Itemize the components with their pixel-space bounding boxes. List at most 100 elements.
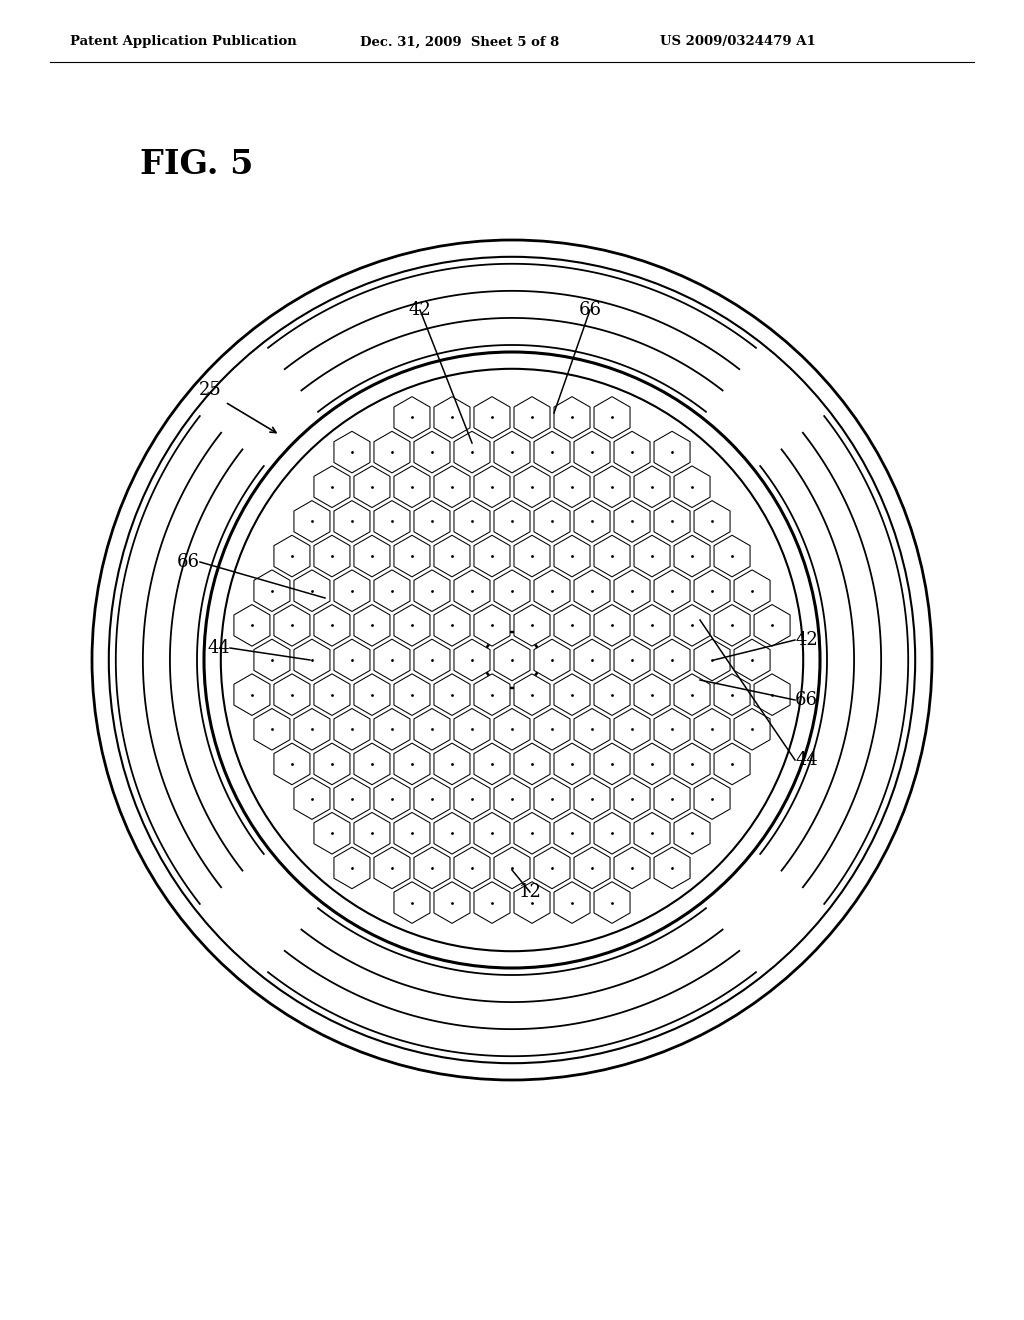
Polygon shape <box>714 605 750 645</box>
Text: 66: 66 <box>177 553 200 572</box>
Polygon shape <box>694 500 730 543</box>
Polygon shape <box>654 570 690 611</box>
Polygon shape <box>414 639 450 681</box>
Polygon shape <box>574 570 610 611</box>
Polygon shape <box>434 536 470 577</box>
Polygon shape <box>494 847 530 888</box>
Text: US 2009/0324479 A1: US 2009/0324479 A1 <box>660 36 816 49</box>
Polygon shape <box>274 536 310 577</box>
Polygon shape <box>414 847 450 888</box>
Polygon shape <box>654 777 690 820</box>
Polygon shape <box>654 639 690 681</box>
Polygon shape <box>614 432 650 473</box>
Polygon shape <box>394 605 430 645</box>
Polygon shape <box>514 536 550 577</box>
Polygon shape <box>494 777 530 820</box>
Polygon shape <box>634 605 670 645</box>
Polygon shape <box>294 777 330 820</box>
Polygon shape <box>634 466 670 507</box>
Polygon shape <box>594 882 630 924</box>
Polygon shape <box>594 466 630 507</box>
Polygon shape <box>454 709 490 750</box>
Polygon shape <box>233 673 270 715</box>
Polygon shape <box>714 536 750 577</box>
Polygon shape <box>334 709 370 750</box>
Polygon shape <box>354 605 390 645</box>
Polygon shape <box>454 432 490 473</box>
Polygon shape <box>674 743 710 784</box>
Text: 66: 66 <box>579 301 601 319</box>
Polygon shape <box>514 673 550 715</box>
Polygon shape <box>734 709 770 750</box>
Polygon shape <box>254 570 290 611</box>
Polygon shape <box>514 466 550 507</box>
Polygon shape <box>334 570 370 611</box>
Polygon shape <box>374 709 410 750</box>
Polygon shape <box>314 813 350 854</box>
Polygon shape <box>714 743 750 784</box>
Polygon shape <box>374 570 410 611</box>
Polygon shape <box>314 673 350 715</box>
Polygon shape <box>614 777 650 820</box>
Text: Dec. 31, 2009  Sheet 5 of 8: Dec. 31, 2009 Sheet 5 of 8 <box>360 36 559 49</box>
Polygon shape <box>694 570 730 611</box>
Polygon shape <box>634 813 670 854</box>
Polygon shape <box>394 536 430 577</box>
Polygon shape <box>474 466 510 507</box>
Polygon shape <box>634 536 670 577</box>
Polygon shape <box>614 847 650 888</box>
Polygon shape <box>474 813 510 854</box>
Text: 66: 66 <box>795 690 818 709</box>
Polygon shape <box>354 673 390 715</box>
Polygon shape <box>294 570 330 611</box>
Polygon shape <box>674 466 710 507</box>
Polygon shape <box>554 743 590 784</box>
Polygon shape <box>274 673 310 715</box>
Polygon shape <box>634 743 670 784</box>
Polygon shape <box>514 605 550 645</box>
Polygon shape <box>714 673 750 715</box>
Text: 12: 12 <box>518 883 542 902</box>
Polygon shape <box>534 500 570 543</box>
Polygon shape <box>374 500 410 543</box>
Polygon shape <box>334 639 370 681</box>
Polygon shape <box>534 709 570 750</box>
Text: 42: 42 <box>795 631 818 649</box>
Polygon shape <box>674 673 710 715</box>
Polygon shape <box>614 639 650 681</box>
Polygon shape <box>394 466 430 507</box>
Polygon shape <box>354 536 390 577</box>
Polygon shape <box>434 813 470 854</box>
Polygon shape <box>434 673 470 715</box>
Polygon shape <box>254 639 290 681</box>
Polygon shape <box>654 432 690 473</box>
Polygon shape <box>474 743 510 784</box>
Polygon shape <box>374 639 410 681</box>
Polygon shape <box>414 777 450 820</box>
Polygon shape <box>654 847 690 888</box>
Polygon shape <box>594 743 630 784</box>
Polygon shape <box>594 813 630 854</box>
Polygon shape <box>494 709 530 750</box>
Polygon shape <box>294 500 330 543</box>
Polygon shape <box>594 397 630 438</box>
Polygon shape <box>334 777 370 820</box>
Polygon shape <box>494 570 530 611</box>
Polygon shape <box>494 639 530 681</box>
Polygon shape <box>554 673 590 715</box>
Polygon shape <box>314 466 350 507</box>
Polygon shape <box>274 743 310 784</box>
Polygon shape <box>594 673 630 715</box>
Polygon shape <box>514 882 550 924</box>
Polygon shape <box>334 847 370 888</box>
Text: 42: 42 <box>409 301 431 319</box>
Polygon shape <box>414 709 450 750</box>
Polygon shape <box>254 709 290 750</box>
Polygon shape <box>233 605 270 645</box>
Polygon shape <box>414 570 450 611</box>
Polygon shape <box>574 500 610 543</box>
Polygon shape <box>554 882 590 924</box>
Polygon shape <box>394 813 430 854</box>
Polygon shape <box>554 605 590 645</box>
Polygon shape <box>654 709 690 750</box>
